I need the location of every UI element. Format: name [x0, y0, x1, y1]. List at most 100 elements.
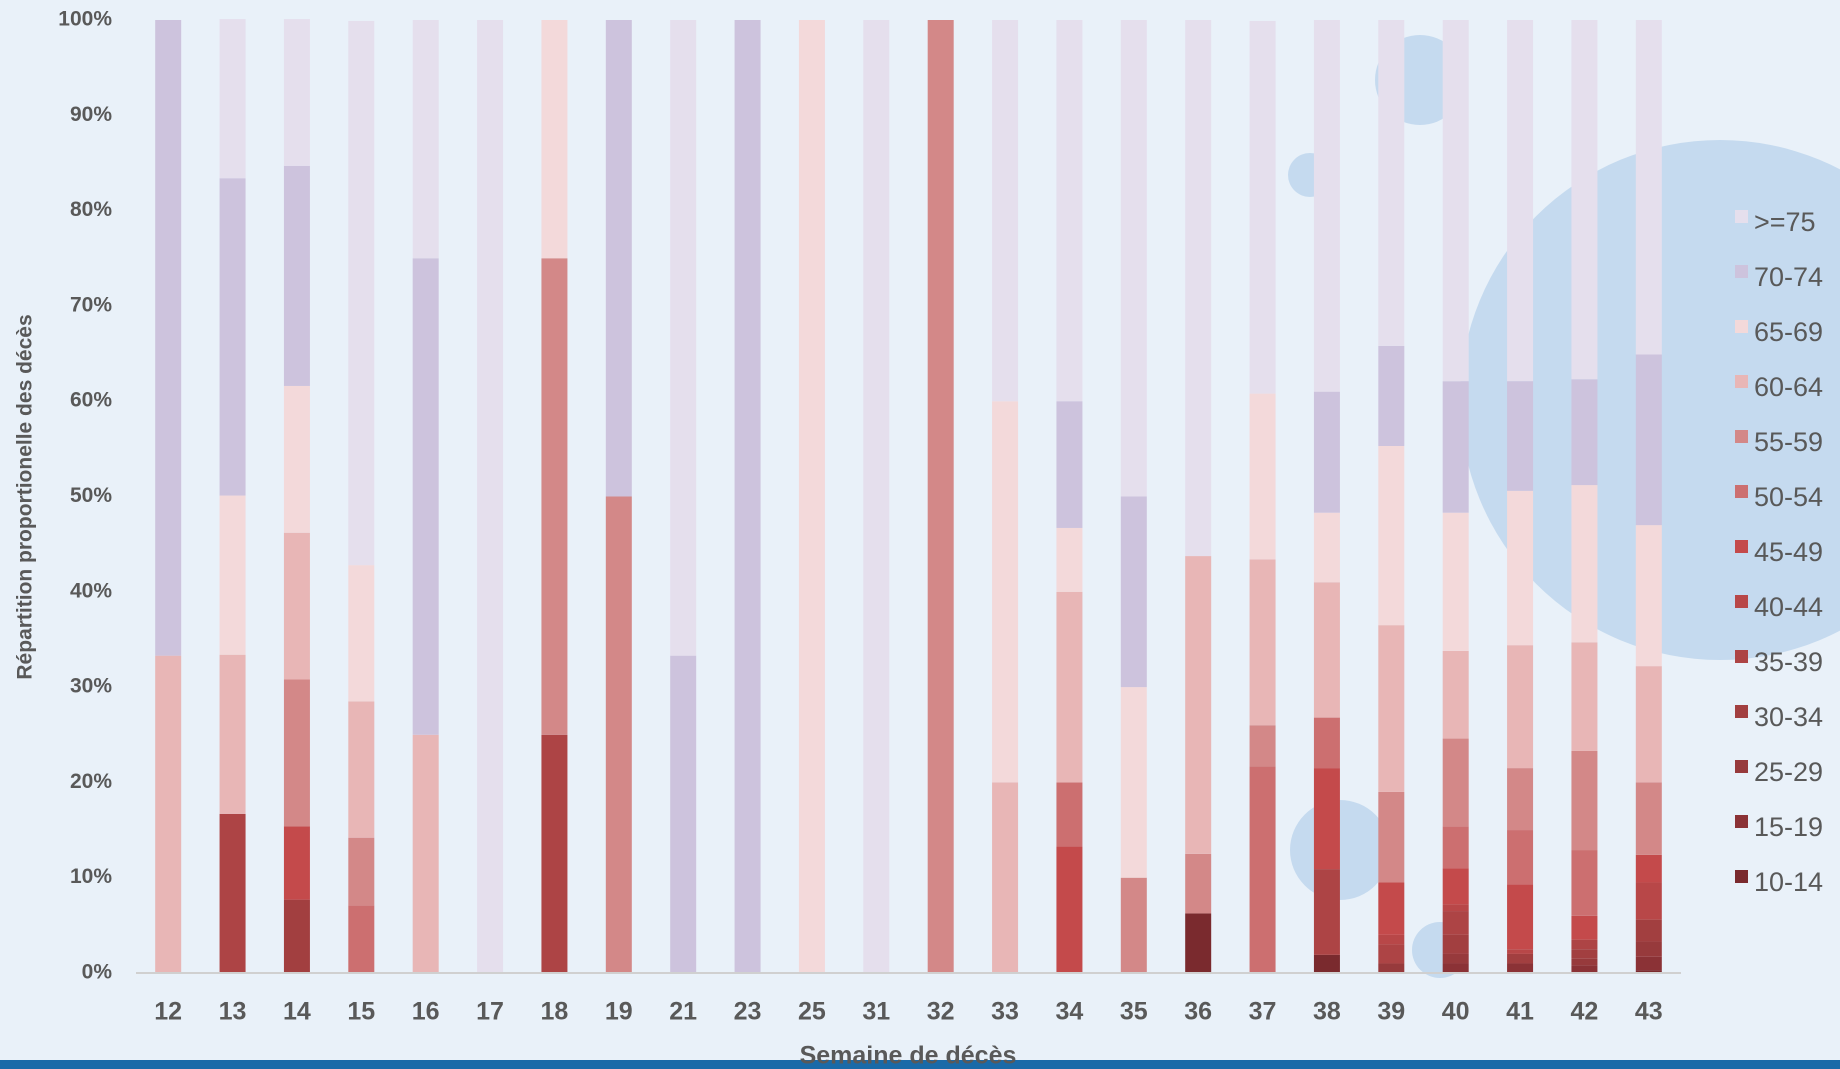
y-tick-label: 80%	[70, 198, 112, 221]
legend-swatch	[1735, 485, 1748, 498]
y-tick-label: 100%	[58, 8, 112, 31]
chart: Semaine de décès Répartition proportione…	[0, 0, 1840, 1069]
bar-segment	[1571, 940, 1597, 950]
legend-swatch	[1735, 595, 1748, 608]
bar-segment	[1507, 884, 1533, 949]
y-tick-label: 90%	[70, 103, 112, 126]
bar-segment	[1185, 854, 1211, 914]
bar-segment	[1443, 513, 1469, 651]
bar-segment	[1507, 963, 1533, 973]
x-tick-label: 38	[1313, 998, 1341, 1026]
legend-label: >=75	[1754, 207, 1816, 237]
bar-segment	[220, 178, 246, 495]
bar-segment	[1443, 20, 1469, 381]
x-tick-label: 25	[798, 998, 826, 1026]
bar-segment	[1314, 955, 1340, 973]
bar-segment	[1056, 528, 1082, 592]
bar-segment	[1056, 782, 1082, 846]
y-axis-title: Répartition proportionelle des décès	[14, 314, 37, 679]
bar-segment	[348, 565, 374, 701]
bar-segment	[799, 20, 825, 973]
bar-segment	[220, 655, 246, 814]
bar-segment	[1250, 559, 1276, 725]
bar-segment	[1636, 855, 1662, 883]
legend-label: 10-14	[1754, 867, 1823, 897]
bar-segment	[1056, 401, 1082, 528]
bar-segment	[1250, 725, 1276, 766]
legend-label: 55-59	[1754, 427, 1823, 457]
bar-segment	[1185, 20, 1211, 556]
x-tick-label: 33	[991, 998, 1019, 1026]
y-tick-label: 50%	[70, 484, 112, 507]
x-tick-label: 16	[412, 998, 440, 1026]
bar-segment	[348, 838, 374, 906]
bar-segment	[348, 701, 374, 837]
bar-segment	[1314, 768, 1340, 869]
bar-segment	[1185, 556, 1211, 854]
bar-segment	[1571, 949, 1597, 959]
y-tick-label: 30%	[70, 675, 112, 698]
bar-segment	[155, 20, 181, 656]
x-tick-label: 18	[541, 998, 569, 1026]
bar-segment	[606, 20, 632, 497]
bar-segment	[1314, 718, 1340, 769]
legend-swatch	[1735, 430, 1748, 443]
bar-segment	[1571, 850, 1597, 916]
bar-segment	[1378, 792, 1404, 883]
bar-segment	[541, 735, 567, 973]
x-tick-label: 40	[1442, 998, 1470, 1026]
bar-segment	[1507, 20, 1533, 381]
x-tick-label: 35	[1120, 998, 1148, 1026]
bar-segment	[1378, 963, 1404, 973]
bar-segment	[670, 656, 696, 973]
bar-segment	[606, 497, 632, 974]
legend-label: 35-39	[1754, 647, 1823, 677]
legend-label: 45-49	[1754, 537, 1823, 567]
bar-segment	[1571, 642, 1597, 751]
legend-swatch	[1735, 815, 1748, 828]
bar-segment	[992, 401, 1018, 782]
legend-swatch	[1735, 320, 1748, 333]
bar-segment	[1121, 20, 1147, 497]
bar-segment	[1507, 768, 1533, 830]
bar-segment	[1636, 525, 1662, 666]
legend-swatch	[1735, 705, 1748, 718]
bar-segment	[1056, 20, 1082, 401]
bar-segment	[284, 19, 310, 166]
bar-segment	[1443, 963, 1469, 973]
bar-segment	[1314, 869, 1340, 955]
x-tick-label: 32	[927, 998, 955, 1026]
x-tick-label: 12	[154, 998, 182, 1026]
legend-label: 50-54	[1754, 482, 1823, 512]
bar-segment	[1571, 20, 1597, 379]
x-tick-label: 19	[605, 998, 633, 1026]
x-tick-label: 43	[1635, 998, 1663, 1026]
bar-segment	[1507, 491, 1533, 645]
bar-segment	[670, 20, 696, 656]
bar-segment	[1571, 379, 1597, 485]
bar-segment	[477, 20, 503, 973]
bar-segment	[1443, 954, 1469, 964]
x-tick-label: 17	[476, 998, 504, 1026]
bar-segment	[348, 905, 374, 973]
bar-segment	[220, 19, 246, 178]
bar-segment	[413, 258, 439, 735]
bar-segment	[1056, 592, 1082, 783]
bar-segment	[284, 386, 310, 533]
y-tick-label: 40%	[70, 579, 112, 602]
bar-segment	[1507, 949, 1533, 954]
x-tick-label: 13	[219, 998, 247, 1026]
x-tick-label: 36	[1184, 998, 1212, 1026]
bar-segment	[1636, 20, 1662, 355]
bar-segment	[1636, 920, 1662, 942]
bar-segment	[284, 533, 310, 680]
bar-segment	[541, 20, 567, 258]
bar-segment	[1121, 497, 1147, 688]
bar-segment	[1443, 868, 1469, 904]
bar-segment	[1314, 392, 1340, 513]
bar-segment	[1507, 830, 1533, 884]
legend-label: 30-34	[1754, 702, 1823, 732]
bar-segment	[735, 20, 761, 973]
bar-segment	[992, 782, 1018, 973]
bar-segment	[1636, 942, 1662, 957]
